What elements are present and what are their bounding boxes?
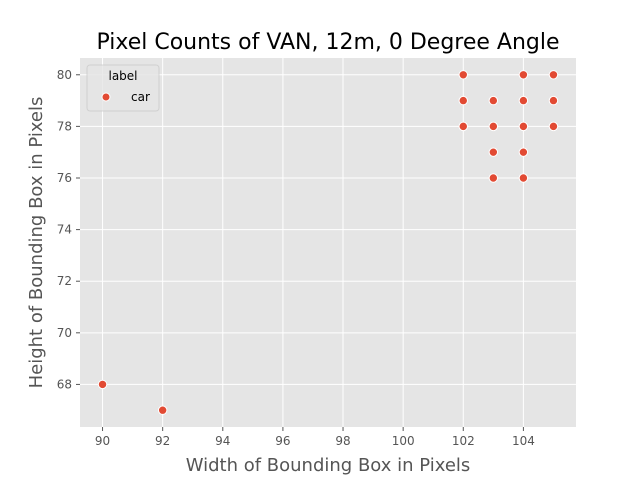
- y-tick-label: 76: [57, 171, 72, 185]
- y-tick-label: 80: [57, 68, 72, 82]
- x-tick-label: 102: [452, 434, 475, 448]
- x-tick-label: 96: [275, 434, 290, 448]
- data-point-car: [518, 95, 529, 106]
- chart-title: Pixel Counts of VAN, 12m, 0 Degree Angle: [96, 30, 559, 55]
- x-tick-label: 94: [215, 434, 230, 448]
- data-point-car: [488, 95, 499, 106]
- data-point-car: [548, 70, 559, 80]
- data-point-car: [97, 379, 108, 390]
- legend-title: label: [108, 69, 137, 83]
- data-point-car: [518, 70, 529, 80]
- x-tick-label: 104: [512, 434, 535, 448]
- data-point-car: [488, 173, 499, 183]
- y-tick-label: 70: [57, 326, 72, 340]
- y-axis-ticks: 68 70 72 74 76 78 80: [57, 68, 80, 391]
- plot-area: [80, 58, 576, 427]
- y-axis-label: Height of Bounding Box in Pixels: [26, 97, 47, 389]
- x-axis-ticks: 90 92 94 96 98 100 102 104: [95, 427, 535, 448]
- y-tick-label: 68: [57, 377, 72, 391]
- y-tick-label: 74: [57, 223, 72, 237]
- y-tick-label: 72: [57, 274, 72, 288]
- data-point-car: [157, 405, 168, 415]
- legend: label car: [86, 64, 160, 112]
- x-tick-label: 92: [155, 434, 170, 448]
- data-point-car: [458, 70, 468, 80]
- x-axis-label: Width of Bounding Box in Pixels: [186, 455, 471, 476]
- data-point-car: [488, 121, 499, 132]
- data-point-car: [458, 121, 468, 132]
- data-point-car: [548, 121, 559, 132]
- data-points: [97, 70, 559, 415]
- data-point-car: [518, 147, 529, 157]
- data-point-car: [518, 121, 529, 132]
- data-point-car: [458, 95, 468, 106]
- x-tick-label: 98: [335, 434, 350, 448]
- legend-label-car: car: [131, 90, 150, 104]
- x-tick-label: 90: [95, 434, 110, 448]
- data-point-car: [488, 147, 499, 157]
- data-point-car: [518, 173, 529, 183]
- data-point-car: [548, 95, 559, 106]
- legend-marker-car: [101, 92, 111, 102]
- y-tick-label: 78: [57, 119, 72, 133]
- x-tick-label: 100: [392, 434, 415, 448]
